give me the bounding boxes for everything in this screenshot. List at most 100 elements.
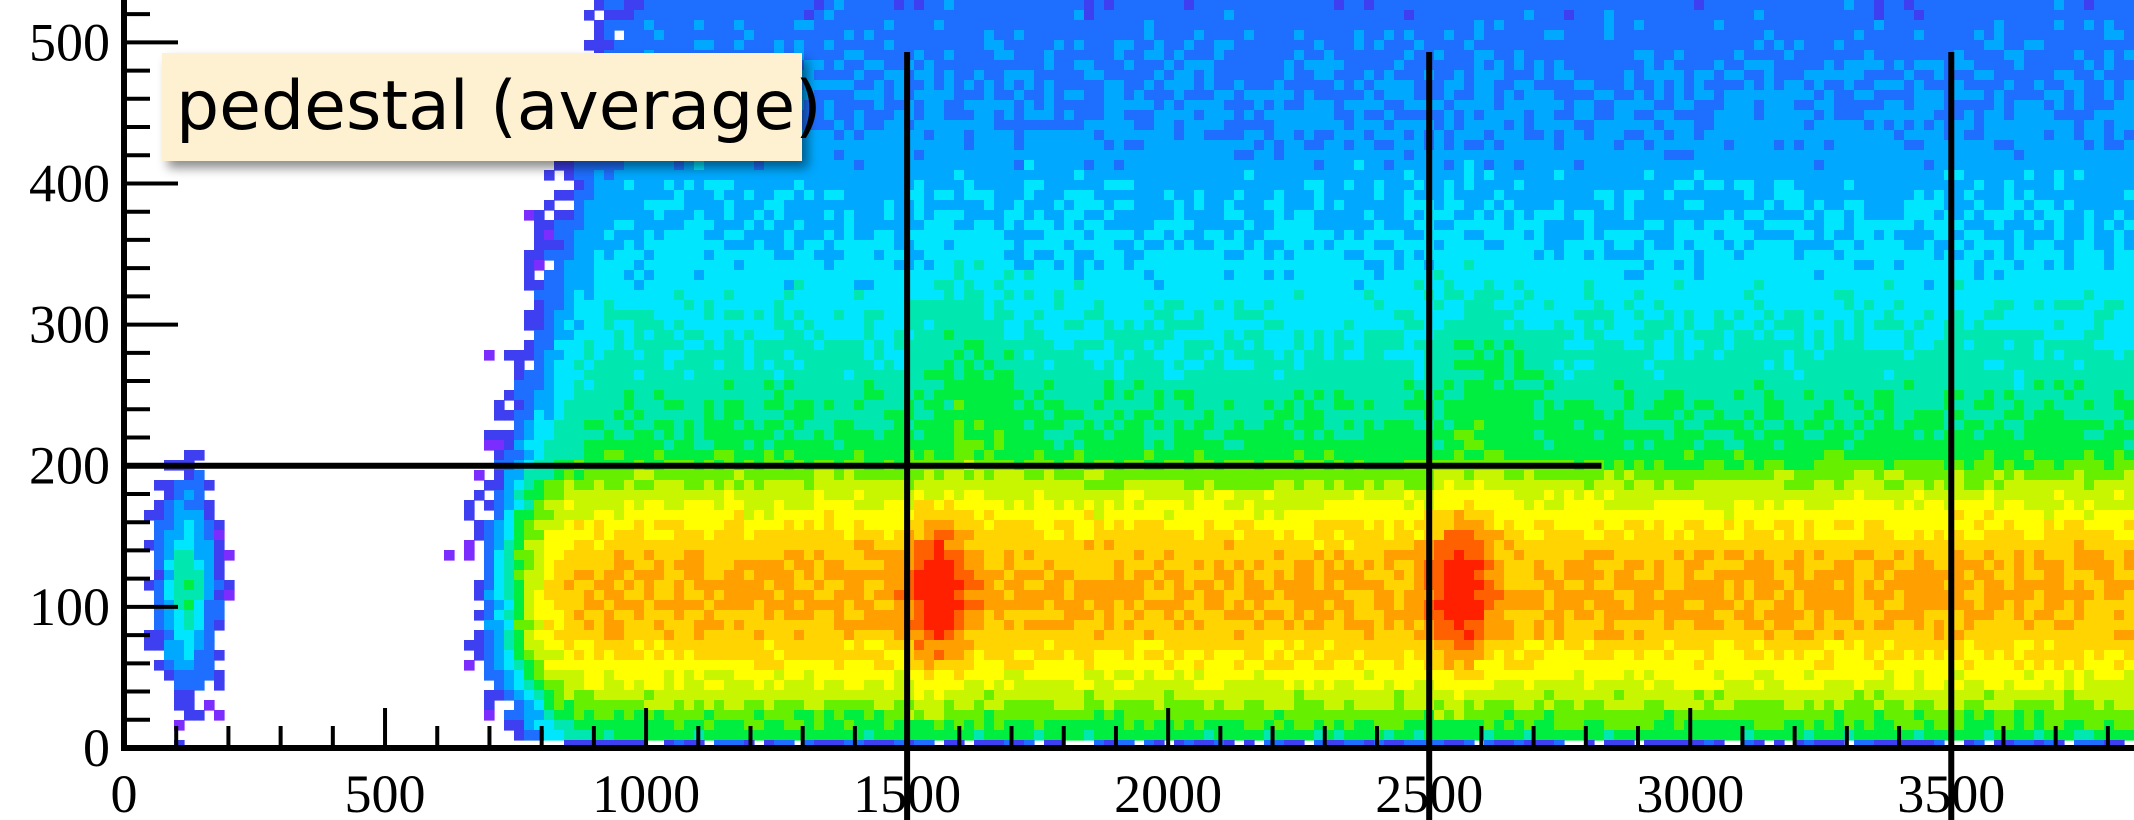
heatmap-cell — [1134, 100, 1145, 111]
heatmap-cell — [1594, 10, 1605, 21]
heatmap-cell — [1344, 260, 1355, 271]
heatmap-cell — [1114, 80, 1125, 91]
heatmap-cell — [1614, 10, 1625, 21]
heatmap-cell — [1704, 130, 1715, 141]
heatmap-cell — [1604, 230, 1615, 241]
heatmap-cell — [1574, 130, 1585, 141]
heatmap-cell — [1984, 280, 1995, 291]
heatmap-cell — [2074, 270, 2085, 281]
heatmap-cell — [674, 260, 685, 271]
heatmap-cell — [2074, 50, 2085, 61]
heatmap-cell — [1604, 270, 1615, 281]
heatmap-cell — [804, 120, 815, 131]
heatmap-cell — [994, 20, 1005, 31]
heatmap-cell — [814, 230, 825, 241]
heatmap-cell — [1874, 130, 1885, 141]
heatmap-cell — [1674, 180, 1685, 191]
heatmap-cell — [1854, 260, 1865, 271]
heatmap-cell — [914, 90, 925, 101]
heatmap-cell — [1974, 0, 1985, 11]
heatmap-cell — [1564, 190, 1575, 201]
heatmap-cell — [1104, 10, 1115, 21]
heatmap-cell — [1774, 50, 1785, 61]
heatmap-cell — [1834, 170, 1845, 181]
heatmap-cell — [824, 170, 835, 181]
heatmap-cell — [1984, 120, 1995, 131]
heatmap-cell — [1164, 90, 1175, 101]
heatmap-cell — [1954, 70, 1965, 81]
heatmap-cell — [1254, 270, 1265, 281]
heatmap-cell — [1124, 170, 1135, 181]
heatmap-cell — [1594, 220, 1605, 231]
heatmap-cell — [1494, 270, 1505, 281]
heatmap-cell — [1304, 80, 1315, 91]
heatmap-cell — [1024, 290, 1035, 301]
heatmap-cell — [1694, 150, 1705, 161]
heatmap-cell — [954, 190, 965, 201]
heatmap-cell — [1404, 250, 1415, 261]
heatmap-cell — [624, 290, 635, 301]
heatmap-cell — [1624, 200, 1635, 211]
heatmap-cell — [814, 140, 825, 151]
heatmap-cell — [1434, 210, 1445, 221]
heatmap-cell — [1444, 270, 1455, 281]
heatmap-cell — [1614, 230, 1625, 241]
heatmap-cell — [2034, 180, 2045, 191]
heatmap-cell — [924, 280, 935, 291]
heatmap-cell — [1224, 160, 1235, 171]
heatmap-cell — [1994, 290, 2005, 301]
heatmap-cell — [1144, 210, 1155, 221]
heatmap-cell — [1694, 70, 1705, 81]
heatmap-cell — [944, 80, 955, 91]
heatmap-cell — [1044, 170, 1055, 181]
heatmap-cell — [2114, 70, 2125, 81]
heatmap-cell — [1044, 20, 1055, 31]
heatmap-cell — [1484, 140, 1495, 151]
heatmap-cell — [1164, 150, 1175, 161]
heatmap-cell — [724, 300, 735, 311]
heatmap-cell — [1384, 10, 1395, 21]
heatmap-cell — [1634, 150, 1645, 161]
heatmap-cell — [1234, 270, 1245, 281]
heatmap-cell — [2014, 230, 2025, 241]
heatmap-cell — [734, 170, 745, 181]
heatmap-cell — [1414, 80, 1425, 91]
heatmap-cell — [934, 110, 945, 121]
heatmap-cell — [1034, 140, 1045, 151]
heatmap-cell — [654, 270, 665, 281]
heatmap-cell — [1314, 50, 1325, 61]
heatmap-cell — [2094, 190, 2105, 201]
heatmap-cell — [1504, 80, 1515, 91]
heatmap-cell — [1564, 150, 1575, 161]
heatmap-cell — [1104, 100, 1115, 111]
heatmap-cell — [1294, 130, 1305, 141]
heatmap-cell — [1934, 180, 1945, 191]
heatmap-cell — [1274, 270, 1285, 281]
heatmap-cell — [994, 110, 1005, 121]
heatmap-cell — [1764, 270, 1775, 281]
heatmap-cell — [1674, 10, 1685, 21]
heatmap-cell — [1854, 270, 1865, 281]
heatmap-cell — [1564, 80, 1575, 91]
heatmap-cell — [1644, 240, 1655, 251]
heatmap-cell — [1394, 210, 1405, 221]
heatmap-cell — [2054, 50, 2065, 61]
heatmap-cell — [1134, 240, 1145, 251]
heatmap-cell — [1774, 60, 1785, 71]
heatmap-cell — [984, 140, 995, 151]
heatmap-cell — [1904, 210, 1915, 221]
heatmap-cell — [2034, 300, 2045, 311]
heatmap-cell — [1264, 30, 1275, 41]
heatmap-cell — [1984, 60, 1995, 71]
heatmap-cell — [784, 30, 795, 41]
heatmap-cell — [1154, 30, 1165, 41]
heatmap-cell — [1404, 290, 1415, 301]
heatmap-cell — [784, 0, 795, 11]
heatmap-cell — [664, 160, 675, 171]
heatmap-cell — [1874, 70, 1885, 81]
heatmap-cell — [1834, 230, 1845, 241]
heatmap-cell — [634, 270, 645, 281]
heatmap-cell — [2044, 0, 2055, 11]
heatmap-cell — [1874, 10, 1885, 21]
heatmap-cell — [1154, 220, 1165, 231]
